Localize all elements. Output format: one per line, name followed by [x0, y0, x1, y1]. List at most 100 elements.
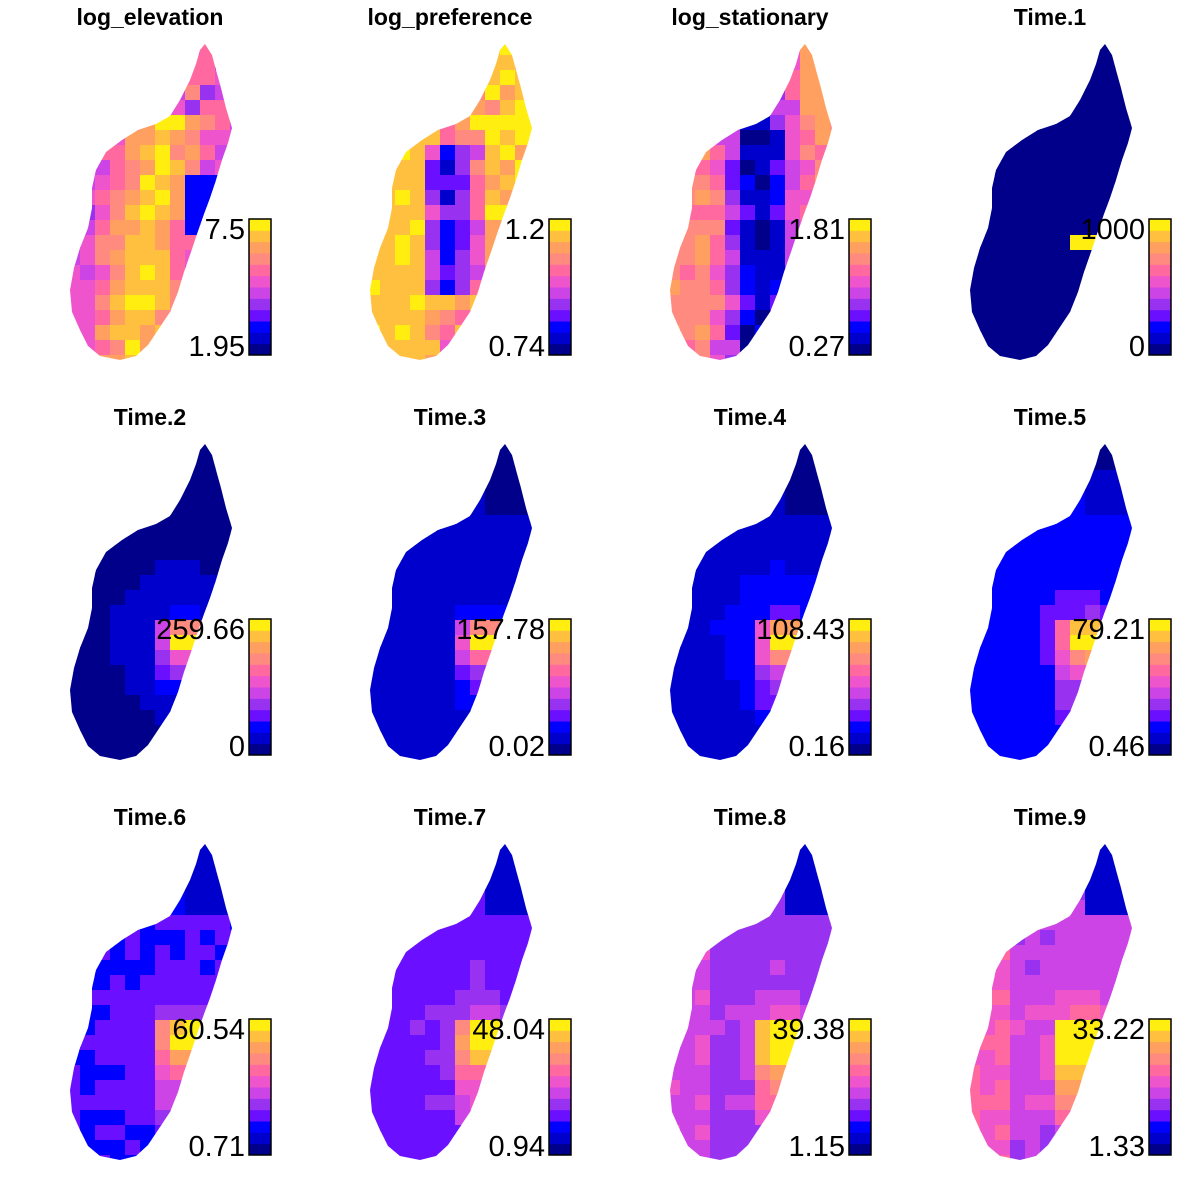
raster-cell [970, 844, 981, 856]
raster-cell [1055, 44, 1071, 56]
raster-cell [155, 444, 171, 456]
raster-cell [1100, 545, 1116, 561]
raster-cell [370, 650, 381, 666]
raster-cell [785, 560, 801, 576]
raster-cell [1130, 280, 1132, 296]
legend-swatch [249, 1030, 271, 1043]
raster-cell [455, 605, 471, 621]
raster-cell [980, 915, 996, 931]
raster-cell [1100, 340, 1116, 356]
raster-cell [425, 444, 441, 456]
raster-cell [455, 175, 471, 191]
raster-cell [830, 85, 832, 101]
raster-cell [725, 190, 741, 206]
raster-cell [1085, 265, 1101, 281]
raster-cell [185, 755, 201, 760]
raster-cell [155, 220, 171, 236]
raster-cell [95, 530, 111, 546]
raster-cell [1085, 960, 1101, 976]
raster-cell [395, 680, 411, 696]
raster-cell [170, 680, 186, 696]
raster-cell [695, 990, 711, 1006]
raster-cell [785, 190, 801, 206]
raster-cell [230, 1110, 232, 1126]
raster-cell [725, 500, 741, 516]
raster-cell [170, 710, 186, 726]
raster-cell [785, 500, 801, 516]
raster-cell [230, 160, 232, 176]
raster-cell [1130, 900, 1132, 916]
raster-cell [1010, 85, 1026, 101]
raster-cell [1130, 130, 1132, 146]
raster-cell [670, 605, 681, 621]
raster-cell [410, 620, 426, 636]
raster-cell [185, 650, 201, 666]
raster-cell [380, 130, 396, 146]
raster-cell [785, 55, 801, 71]
raster-cell [125, 205, 141, 221]
raster-cell [830, 44, 832, 56]
raster-cell [785, 1020, 801, 1036]
raster-cell [215, 55, 231, 71]
raster-cell [815, 960, 831, 976]
raster-cell [125, 844, 141, 856]
raster-cell [1115, 575, 1131, 591]
raster-cell [1130, 250, 1132, 266]
raster-cell [230, 945, 232, 961]
raster-cell [500, 500, 516, 516]
raster-cell [740, 500, 756, 516]
raster-cell [1070, 190, 1086, 206]
raster-cell [770, 295, 786, 311]
raster-cell [980, 175, 996, 191]
raster-cell [740, 1020, 756, 1036]
raster-cell [500, 710, 516, 726]
raster-cell [125, 1065, 141, 1081]
raster-cell [80, 915, 96, 931]
raster-cell [785, 885, 801, 901]
legend-swatch [849, 1098, 871, 1111]
raster-cell [770, 250, 786, 266]
raster-cell [725, 575, 741, 591]
map-canvas: 108.430.16 [670, 444, 872, 763]
raster-cell [230, 175, 232, 191]
raster-cell [995, 515, 1011, 531]
raster-cell [380, 70, 396, 86]
raster-cell [1115, 1110, 1131, 1126]
raster-cell [125, 115, 141, 131]
raster-cell [740, 665, 756, 681]
raster-cell [815, 650, 831, 666]
raster-cell [970, 665, 981, 681]
raster-cell [770, 85, 786, 101]
raster-cell [1025, 755, 1041, 760]
raster-cell [1040, 130, 1056, 146]
raster-cell [410, 545, 426, 561]
raster-cell [515, 485, 531, 501]
raster-cell [125, 1125, 141, 1141]
raster-cell [770, 485, 786, 501]
legend-frame [848, 618, 872, 756]
raster-cell [995, 990, 1011, 1006]
raster-cell [1040, 1155, 1056, 1160]
raster-cell [1130, 295, 1132, 311]
raster-cell [125, 590, 141, 606]
raster-cell [380, 44, 396, 56]
raster-cell [70, 280, 81, 296]
raster-cell [770, 130, 786, 146]
raster-cell [980, 620, 996, 636]
raster-cell [155, 1020, 171, 1036]
raster-cell [670, 575, 681, 591]
raster-cell [395, 710, 411, 726]
raster-cell [230, 900, 232, 916]
raster-cell [1070, 620, 1086, 636]
raster-cell [410, 945, 426, 961]
raster-cell [755, 1095, 771, 1111]
raster-cell [980, 130, 996, 146]
raster-cell [770, 100, 786, 116]
raster-cell [470, 855, 486, 871]
raster-cell [185, 885, 201, 901]
raster-cell [695, 930, 711, 946]
raster-cell [440, 885, 456, 901]
raster-cell [70, 265, 81, 281]
raster-cell [815, 560, 831, 576]
raster-cell [170, 355, 186, 360]
